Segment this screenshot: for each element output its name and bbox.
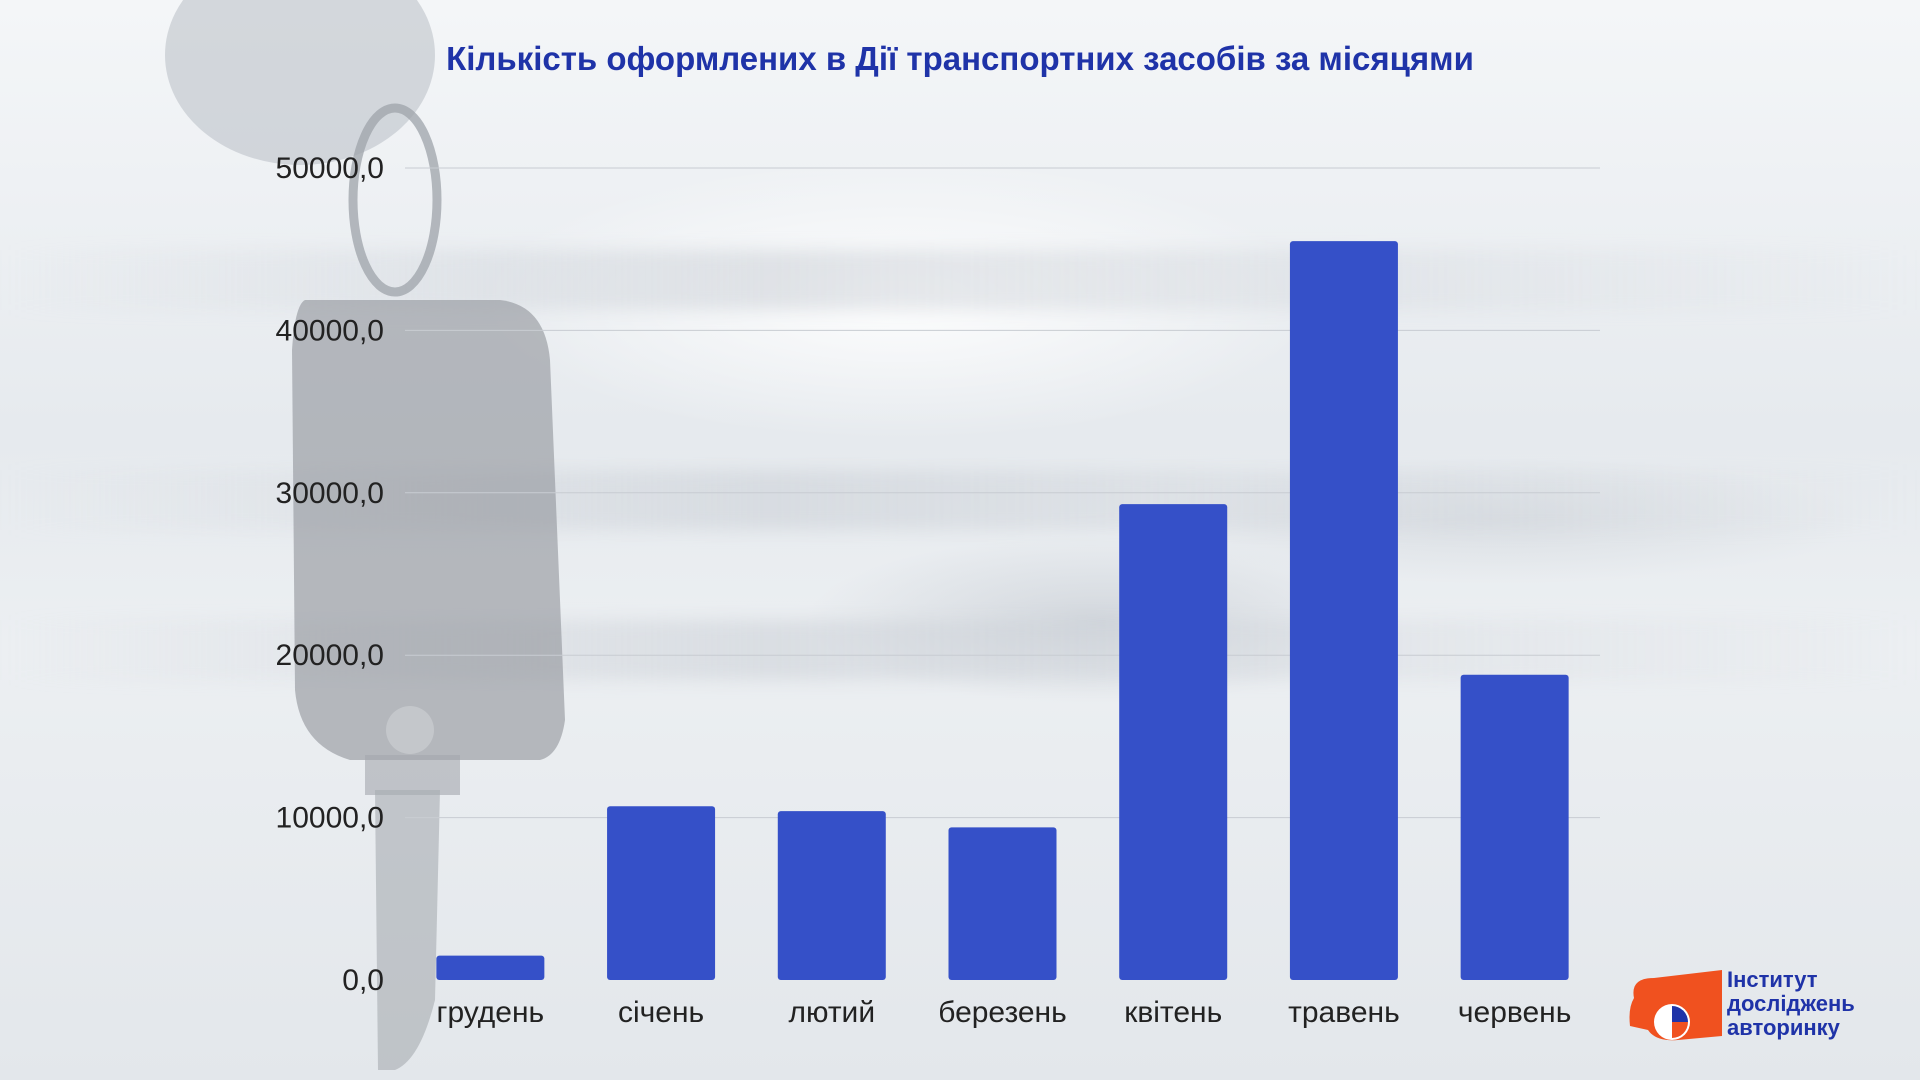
logo-line-2: досліджень	[1727, 991, 1855, 1016]
x-tick-label: січень	[618, 996, 704, 1029]
y-tick-label: 10000,0	[276, 802, 384, 835]
x-tick-label: червень	[1458, 996, 1571, 1029]
x-tick-label: квітень	[1124, 996, 1222, 1029]
x-tick-label: травень	[1288, 996, 1400, 1029]
bar-червень	[1460, 674, 1569, 980]
bars	[436, 241, 1569, 980]
bar-березень	[948, 827, 1057, 980]
y-tick-label: 40000,0	[276, 314, 384, 347]
logo-line-1: Інститут	[1727, 967, 1818, 992]
bar-травень	[1289, 241, 1398, 980]
x-tick-label: березень	[938, 996, 1067, 1029]
x-tick-label: лютий	[788, 996, 875, 1029]
y-tick-label: 30000,0	[276, 477, 384, 510]
institute-logo-text: Інститут досліджень авторинку	[1727, 968, 1855, 1040]
chart-title: Кількість оформлених в Дії транспортних …	[446, 40, 1474, 77]
x-axis-ticks: грудень січень лютий березень квітень травень…	[437, 996, 1572, 1029]
y-tick-label: 20000,0	[276, 639, 384, 672]
y-axis-ticks: 0,0 10000,0 20000,0 30000,0 40000,0 50000,0	[276, 152, 384, 997]
y-tick-label: 0,0	[342, 964, 384, 997]
logo-line-3: авторинку	[1727, 1015, 1840, 1040]
institute-logo-mark	[1629, 970, 1722, 1041]
y-tick-label: 50000,0	[276, 152, 384, 185]
gridlines	[405, 167, 1600, 819]
x-tick-label: грудень	[437, 996, 545, 1029]
bar-січень	[607, 806, 716, 980]
bar-грудень	[436, 955, 545, 980]
bar-лютий	[777, 811, 886, 980]
bar-квітень	[1119, 504, 1228, 980]
